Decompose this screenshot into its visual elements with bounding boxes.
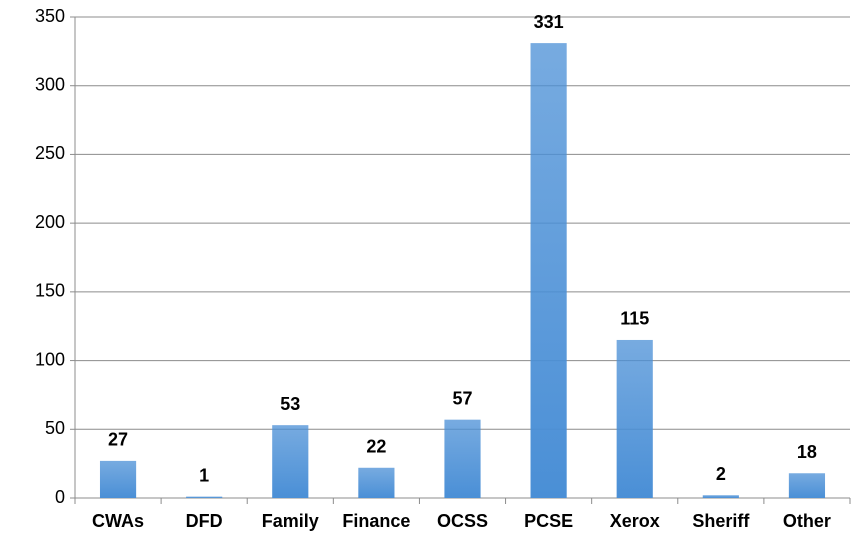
bar <box>616 339 653 498</box>
y-tick-label: 0 <box>55 487 65 507</box>
y-tick-label: 300 <box>35 74 65 94</box>
data-label: 331 <box>534 12 564 32</box>
bar <box>186 496 223 498</box>
bar <box>702 495 739 498</box>
x-tick-label: OCSS <box>437 511 488 531</box>
data-label: 27 <box>108 430 128 450</box>
bar <box>788 473 826 498</box>
x-tick-label: Family <box>262 511 319 531</box>
data-label: 1 <box>199 465 209 485</box>
data-label: 18 <box>797 442 817 462</box>
x-tick-label: PCSE <box>524 511 573 531</box>
x-tick-label: CWAs <box>92 511 144 531</box>
bar <box>272 425 309 498</box>
y-tick-label: 50 <box>45 418 65 438</box>
y-tick-label: 150 <box>35 281 65 301</box>
y-tick-label: 100 <box>35 349 65 369</box>
x-tick-label: Other <box>783 511 831 531</box>
bar <box>530 43 567 499</box>
bar <box>99 460 137 498</box>
y-tick-label: 250 <box>35 143 65 163</box>
x-tick-label: Finance <box>342 511 410 531</box>
y-tick-label: 350 <box>35 6 65 26</box>
data-label: 22 <box>366 437 386 457</box>
data-label: 115 <box>620 309 649 329</box>
bar <box>444 419 481 498</box>
y-tick-label: 200 <box>35 212 65 232</box>
bar <box>358 467 395 498</box>
data-label: 2 <box>716 464 726 484</box>
x-tick-label: DFD <box>186 511 223 531</box>
data-label: 53 <box>280 394 300 414</box>
x-tick-label: Xerox <box>610 511 660 531</box>
x-tick-label: Sheriff <box>692 511 750 531</box>
data-label: 57 <box>452 388 472 408</box>
